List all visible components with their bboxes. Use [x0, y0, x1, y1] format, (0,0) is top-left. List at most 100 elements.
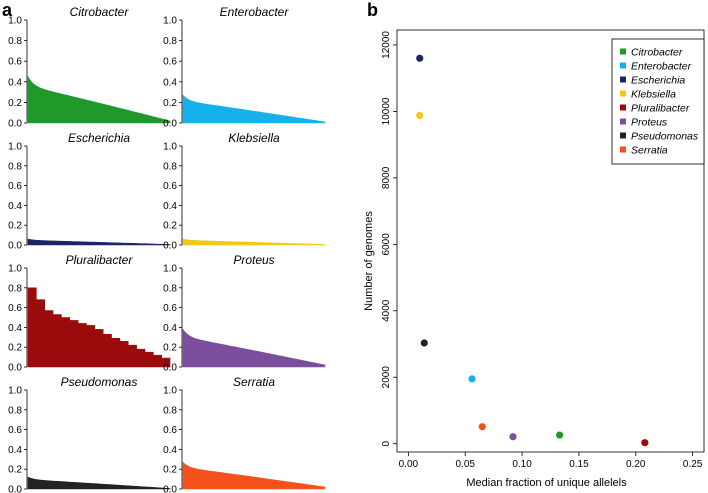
y-tick-label: 0.8: [8, 405, 22, 416]
y-tick-label: 0.8: [163, 405, 177, 416]
subplot-title-proteus: Proteus: [233, 253, 274, 267]
legend-label-proteus: Proteus: [631, 117, 668, 129]
legend-label-enterobacter: Enterobacter: [631, 61, 692, 73]
y-tick-label: 0.6: [8, 425, 22, 436]
y-tick-label: 0.0: [8, 241, 22, 252]
y-tick-label: 1.0: [163, 142, 177, 153]
x-axis-label: Median fraction of unique allelels: [466, 477, 627, 489]
point-pluralibacter: [641, 439, 649, 447]
panel-b-letter: b: [367, 0, 378, 20]
legend-label-pluralibacter: Pluralibacter: [631, 103, 690, 115]
y-tick-label: 0.6: [163, 425, 177, 436]
legend-box: [611, 38, 705, 165]
y-tick-label: 0.6: [163, 181, 177, 192]
y-tick-label: 1.0: [8, 264, 22, 275]
y-tick-label: 0.4: [8, 201, 22, 212]
y-tick-label: 0.6: [163, 303, 177, 314]
subplot-title-escherichia: Escherichia: [68, 131, 130, 145]
subplot-title-klebsiella: Klebsiella: [228, 131, 280, 145]
legend-swatch-escherichia: [620, 76, 626, 83]
x-tick-label: 0.20: [626, 459, 646, 470]
area-escherichia: [27, 238, 171, 246]
y-axis-label: Number of genomes: [363, 211, 375, 311]
legend-label-escherichia: Escherichia: [631, 75, 685, 87]
x-tick-label: 0.10: [512, 459, 532, 470]
legend-label-serratia: Serratia: [631, 145, 668, 157]
point-citrobacter: [555, 431, 564, 439]
legend-label-pseudomonas: Pseudomonas: [631, 131, 699, 143]
subplot-pluralibacter: Pluralibacter 0.0 0.2 0.4 0.6 0.8 1.0: [8, 253, 171, 374]
y-tick-label: 6000: [381, 233, 392, 256]
y-tick-label: 0.6: [8, 303, 22, 314]
subplot-citrobacter: Citrobacter 0.0 0.2 0.4 0.6 0.8 1.0: [8, 5, 171, 130]
y-tick-label: 0.2: [8, 343, 22, 354]
area-proteus: [182, 328, 326, 368]
y-tick-label: 0.6: [8, 181, 22, 192]
y-tick-label: 0.8: [8, 283, 22, 294]
y-tick-label: 1.0: [8, 386, 22, 397]
y-tick-label: 0.2: [8, 465, 22, 476]
subplot-enterobacter: Enterobacter 0.0 0.2 0.4 0.6 0.8 1.0: [163, 5, 326, 130]
area-pluralibacter: [27, 287, 171, 368]
subplot-title-citrobacter: Citrobacter: [70, 5, 130, 19]
point-escherichia: [416, 54, 424, 62]
y-tick-label: 4000: [381, 299, 392, 322]
area-citrobacter: [27, 75, 171, 124]
legend-swatch-pseudomonas: [620, 132, 626, 139]
legend-swatch-serratia: [620, 146, 626, 153]
y-tick-label: 0: [381, 440, 392, 446]
legend: Citrobacter Enterobacter Escherichia Klebsi…: [611, 38, 705, 165]
y-tick-label: 12000: [381, 31, 392, 59]
y-tick-label: 1.0: [163, 386, 177, 397]
y-tick-label: 0.4: [163, 201, 177, 212]
y-tick-label: 2000: [381, 366, 392, 389]
subplot-title-pseudomonas: Pseudomonas: [61, 375, 138, 389]
point-enterobacter: [468, 375, 476, 383]
x-tick-label: 0.15: [569, 459, 589, 470]
subplot-pseudomonas: Pseudomonas 0.0 0.2 0.4 0.6 0.8 1.0: [8, 375, 171, 493]
legend-swatch-citrobacter: [620, 48, 626, 55]
y-tick-label: 0.8: [8, 161, 22, 172]
point-klebsiella: [416, 111, 424, 119]
y-tick-label: 0.4: [8, 323, 22, 334]
y-tick-label: 0.8: [163, 283, 177, 294]
x-tick-label: 0.25: [683, 459, 703, 470]
legend-label-citrobacter: Citrobacter: [631, 47, 683, 59]
subplot-klebsiella: Klebsiella 0.0 0.2 0.4 0.6 0.8 1.0: [163, 131, 326, 252]
subplot-title-pluralibacter: Pluralibacter: [66, 253, 134, 267]
y-tick-label: 1.0: [8, 142, 22, 153]
y-tick-label: 0.2: [8, 98, 22, 109]
y-tick-label: 0.2: [163, 98, 177, 109]
y-tick-label: 0.0: [163, 119, 177, 130]
y-tick-label: 0.4: [8, 77, 22, 88]
panel-b-scatter-plot: 0.00 0.05 0.10 0.15 0.20 0.25 0 2000 4000 6000 800…: [363, 29, 705, 489]
legend-label-klebsiella: Klebsiella: [631, 89, 676, 101]
legend-swatch-klebsiella: [620, 90, 626, 97]
point-proteus: [509, 433, 517, 441]
y-tick-label: 1.0: [8, 16, 22, 27]
panel-a-small-multiples: Citrobacter0.00.20.40.60.81.0Enterobacte…: [8, 5, 326, 493]
y-tick-label: 0.8: [8, 36, 22, 47]
legend-swatch-pluralibacter: [620, 104, 626, 111]
legend-swatch-proteus: [620, 118, 626, 125]
y-tick-label: 1.0: [163, 264, 177, 275]
y-tick-label: 0.4: [163, 323, 177, 334]
y-tick-label: 0.0: [163, 363, 177, 374]
y-tick-label: 0.0: [163, 485, 177, 493]
y-tick-label: 0.8: [163, 36, 177, 47]
subplot-proteus: Proteus 0.0 0.2 0.4 0.6 0.8 1.0: [163, 253, 326, 374]
y-tick-label: 0.4: [163, 445, 177, 456]
y-tick-label: 0.8: [163, 161, 177, 172]
y-tick-label: 0.4: [163, 77, 177, 88]
y-tick-label: 0.2: [163, 465, 177, 476]
area-enterobacter: [182, 94, 326, 124]
y-tick-label: 0.0: [163, 241, 177, 252]
legend-swatch-enterobacter: [620, 62, 626, 69]
subplot-title-serratia: Serratia: [233, 375, 275, 389]
area-klebsiella: [182, 238, 326, 246]
y-tick-label: 0.6: [163, 57, 177, 68]
y-tick-label: 1.0: [163, 16, 177, 27]
point-serratia: [478, 423, 486, 431]
y-tick-label: 0.6: [8, 57, 22, 68]
